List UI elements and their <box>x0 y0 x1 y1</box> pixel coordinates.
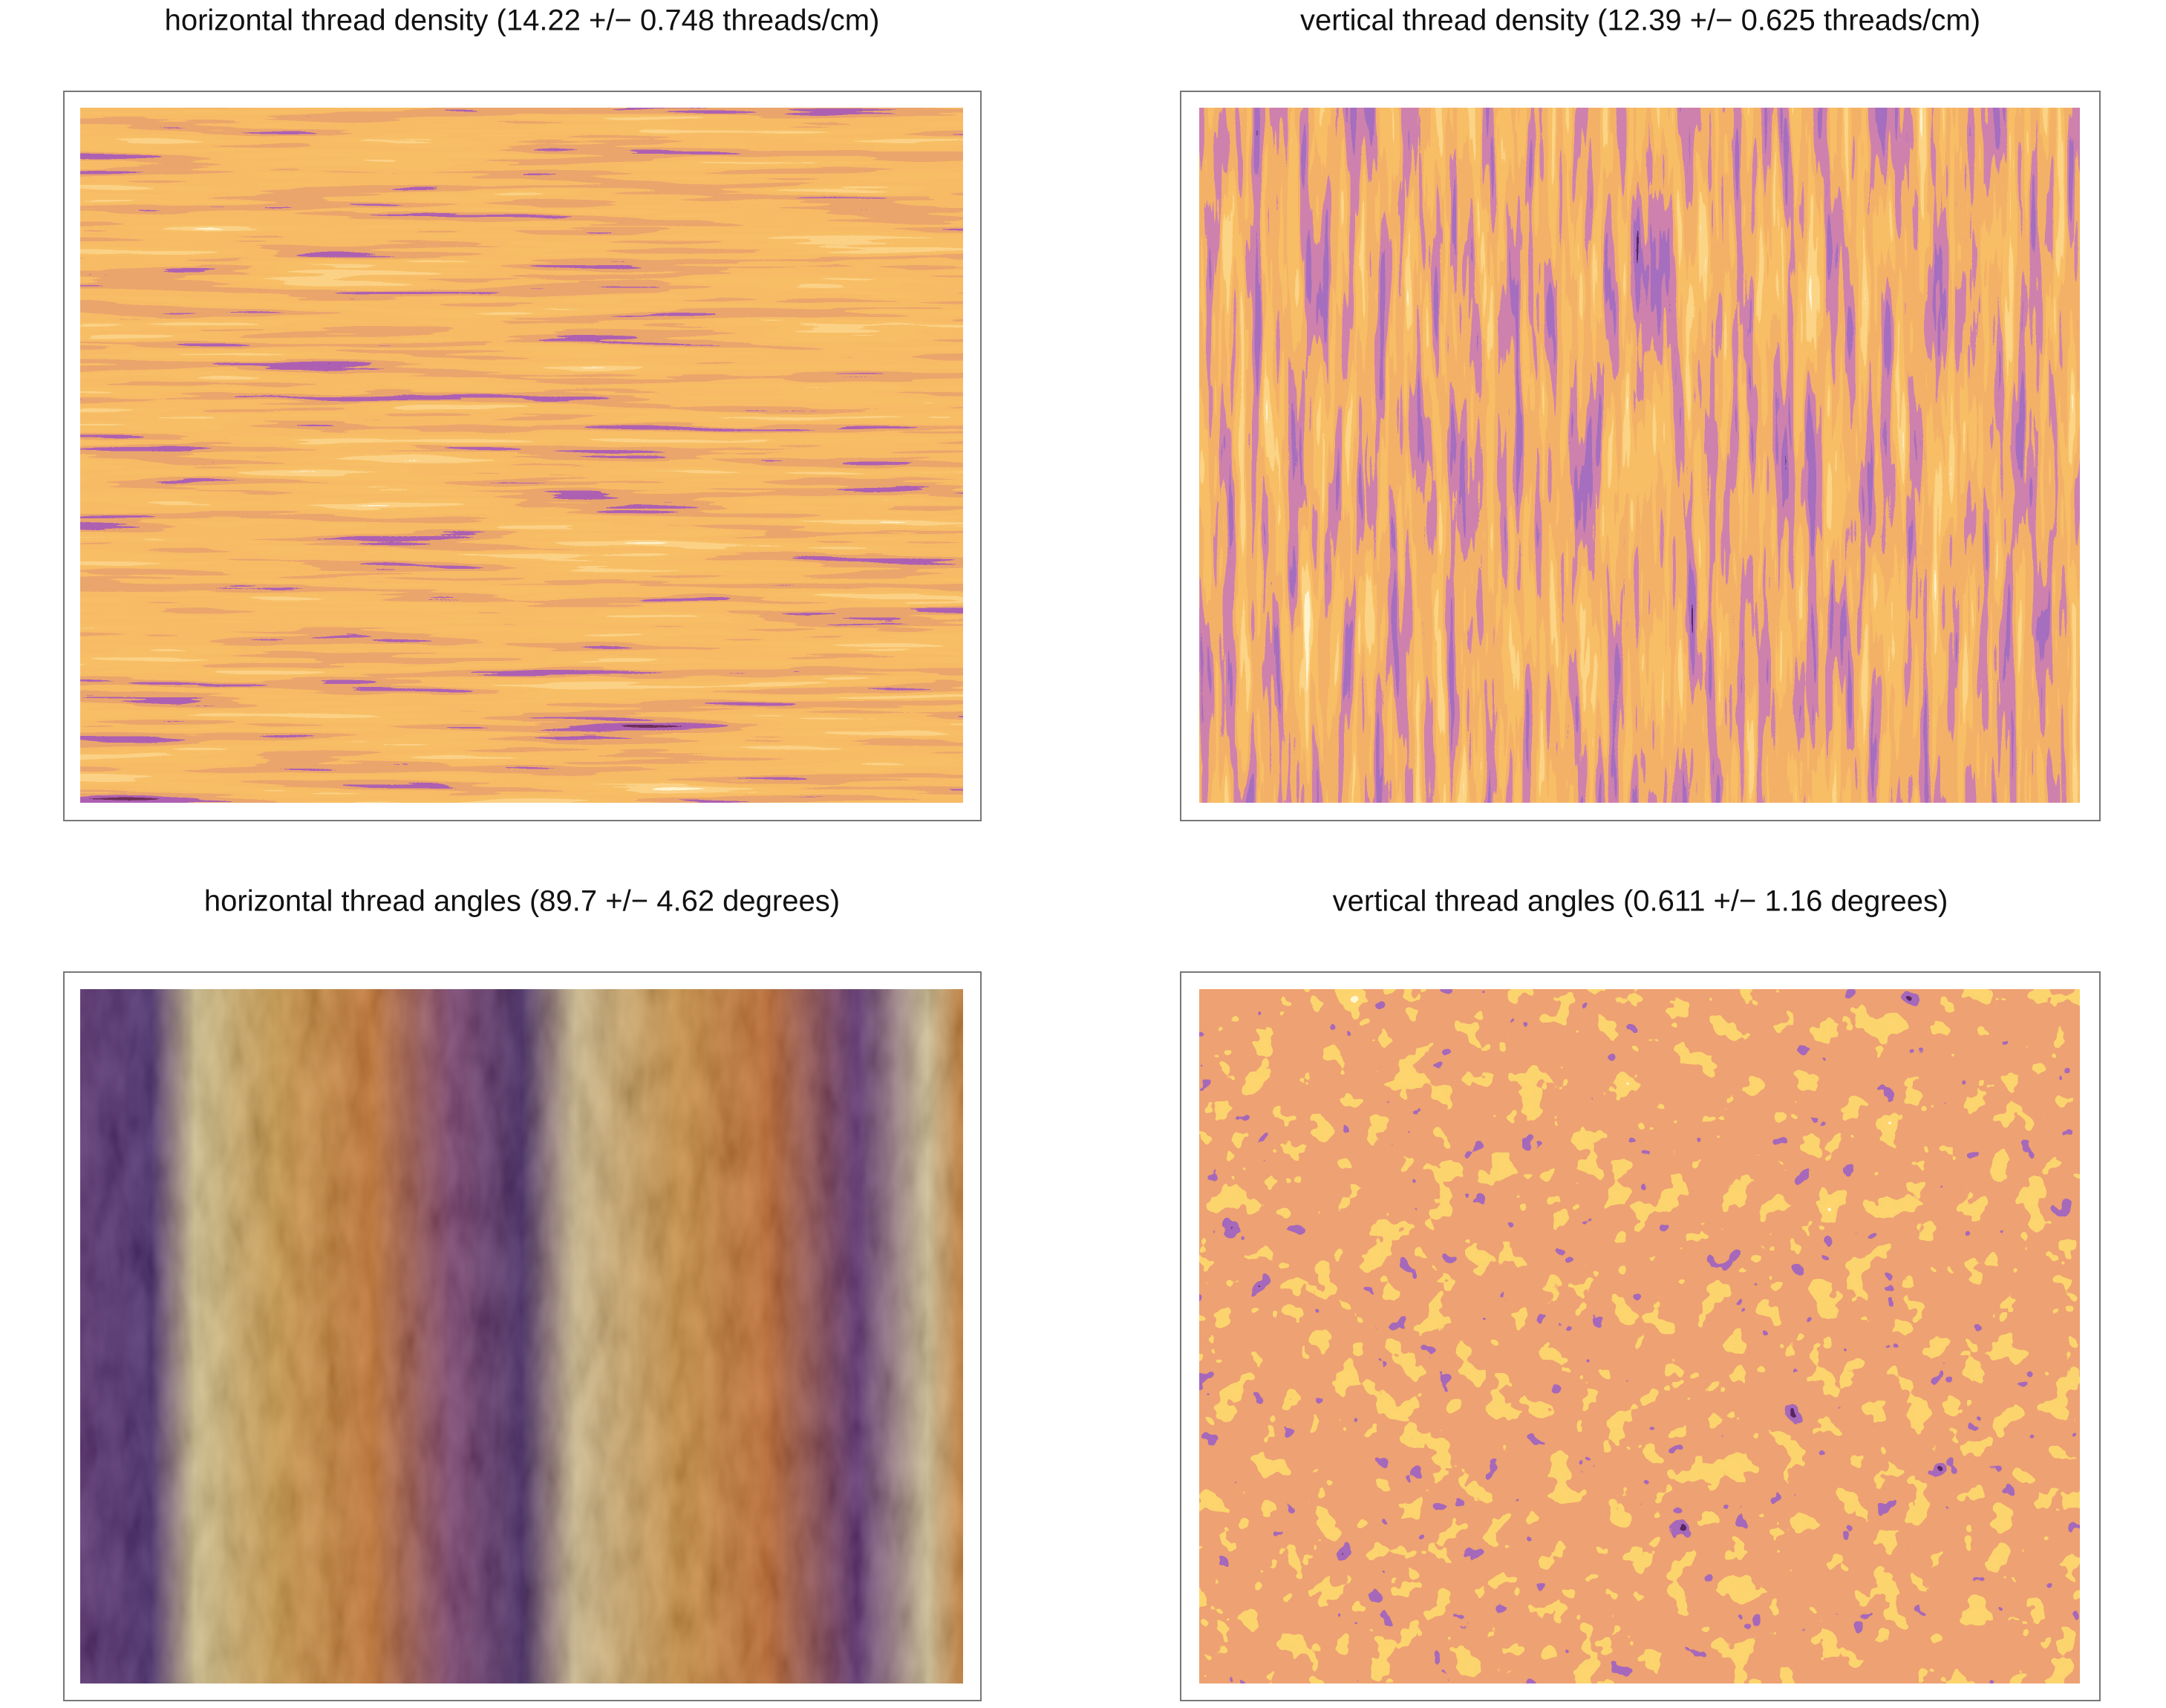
panel-title: horizontal thread angles (89.7 +/− 4.62 … <box>204 885 840 918</box>
panel-title: vertical thread angles (0.611 +/− 1.16 d… <box>1333 885 1948 918</box>
panel-title: horizontal thread density (14.22 +/− 0.7… <box>165 4 880 37</box>
heatmap-image <box>1199 989 2080 1683</box>
heatmap-texture <box>80 989 963 1683</box>
heatmap-image <box>80 108 963 803</box>
heatmap-image <box>1199 108 2080 803</box>
panel-title: vertical thread density (12.39 +/− 0.625… <box>1300 4 1980 37</box>
